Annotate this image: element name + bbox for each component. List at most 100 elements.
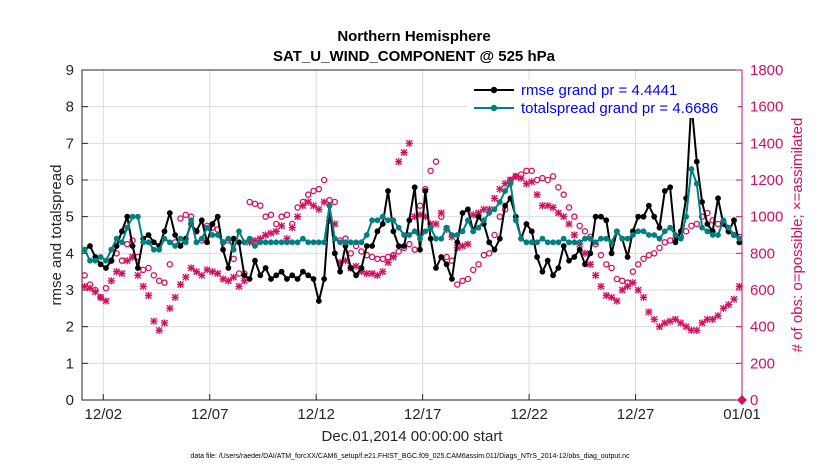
assimilated-obs-marker xyxy=(607,293,616,301)
assimilated-obs-marker xyxy=(544,202,552,210)
assimilated-obs-marker xyxy=(107,277,115,285)
rmse-point xyxy=(108,257,115,264)
assimilated-obs-marker xyxy=(144,291,153,300)
rmse-point xyxy=(273,272,280,279)
possible-obs-marker xyxy=(640,255,647,263)
obs-count-series xyxy=(81,139,747,405)
assimilated-obs-marker xyxy=(384,258,392,267)
y2-tick-label-1800: 1800 xyxy=(750,62,783,79)
totalspread-point xyxy=(236,228,242,235)
assimilated-obs-marker xyxy=(490,194,499,202)
rmse-point xyxy=(464,206,471,213)
assimilated-obs-marker xyxy=(400,148,408,157)
rmse-point xyxy=(496,235,503,242)
rmse-point xyxy=(363,243,370,249)
rmse-point xyxy=(246,276,253,282)
assimilated-obs-marker xyxy=(320,198,328,206)
y-tick-label-3: 3 xyxy=(66,282,74,299)
possible-obs-marker xyxy=(656,244,663,252)
possible-obs-marker xyxy=(278,213,285,220)
assimilated-obs-marker xyxy=(581,249,589,257)
rmse-point xyxy=(97,261,104,268)
totalspread-point xyxy=(385,217,391,224)
possible-obs-marker xyxy=(613,275,621,283)
possible-obs-marker xyxy=(81,272,88,279)
assimilated-obs-marker xyxy=(112,268,121,276)
rmse-point xyxy=(587,250,594,257)
rmse-point xyxy=(268,276,274,282)
possible-obs-marker xyxy=(102,284,110,292)
rmse-point xyxy=(624,254,631,260)
rmse-point xyxy=(379,221,386,227)
assimilated-obs-marker xyxy=(160,319,169,327)
totalspread-point xyxy=(566,239,572,246)
assimilated-obs-marker xyxy=(586,260,594,268)
totalspread-point xyxy=(480,217,487,224)
rmse-point xyxy=(502,202,509,209)
assimilated-obs-marker xyxy=(405,139,413,147)
assimilated-obs-marker xyxy=(171,293,179,301)
assimilated-obs-marker xyxy=(203,266,211,274)
totalspread-point xyxy=(129,213,136,220)
assimilated-obs-marker xyxy=(91,288,99,296)
legend-label-totalspread: totalspread grand pr = 4.6686 xyxy=(521,100,718,117)
rmse-point xyxy=(289,272,296,279)
rmse-point xyxy=(204,239,210,246)
totalspread-point xyxy=(661,228,668,235)
rmse-point xyxy=(358,265,365,271)
totalspread-point xyxy=(204,224,210,231)
assimilated-obs-marker xyxy=(682,323,690,331)
y-tick-label-4: 4 xyxy=(66,245,74,262)
assimilated-obs-marker xyxy=(240,277,248,285)
totalspread-point xyxy=(411,228,418,235)
y2-tick-label-0: 0 xyxy=(750,392,758,409)
possible-obs-marker xyxy=(331,198,339,206)
rmse-point xyxy=(667,184,674,191)
assimilated-obs-marker xyxy=(693,326,701,334)
possible-obs-marker xyxy=(491,231,498,239)
assimilated-obs-marker xyxy=(437,209,445,217)
possible-obs-marker xyxy=(166,261,174,268)
rmse-point xyxy=(645,202,652,209)
totalspread-point xyxy=(528,239,535,246)
rmse-point xyxy=(257,272,264,279)
x-tick-label-12-12: 12/12 xyxy=(297,406,335,423)
rmse-point xyxy=(566,257,572,264)
totalspread-point xyxy=(257,239,264,246)
totalspread-point xyxy=(464,217,471,224)
rmse-point xyxy=(550,272,556,279)
totalspread-point xyxy=(337,239,344,246)
possible-obs-marker xyxy=(416,202,424,209)
assimilated-obs-marker xyxy=(432,220,440,228)
assimilated-obs-marker xyxy=(655,323,664,331)
totalspread-point xyxy=(347,239,354,246)
totalspread-point xyxy=(592,239,599,246)
chart-title-line-1: Northern Hemisphere xyxy=(337,28,490,45)
assimilated-obs-marker xyxy=(522,180,531,188)
possible-obs-marker xyxy=(123,240,131,248)
rmse-point xyxy=(166,210,173,216)
rmse-point xyxy=(369,243,375,249)
assimilated-obs-marker xyxy=(719,304,727,312)
assimilated-obs-marker xyxy=(97,293,105,301)
totalspread-point xyxy=(326,202,333,209)
possible-obs-marker xyxy=(544,176,551,184)
possible-obs-marker xyxy=(469,266,477,274)
assimilated-obs-marker xyxy=(666,317,674,325)
possible-obs-marker xyxy=(310,187,317,195)
rmse-point xyxy=(124,213,131,220)
left-y-axis-ticks: 0 1 2 3 4 5 6 7 8 9 xyxy=(66,62,88,409)
rmse-point xyxy=(198,217,205,224)
assimilated-obs-marker xyxy=(592,271,600,279)
totalspread-point xyxy=(512,217,519,224)
rmse-point xyxy=(401,243,407,249)
rmse-point xyxy=(651,213,658,220)
rmse-point xyxy=(103,265,109,271)
rmse-point xyxy=(534,254,540,260)
rmse-point xyxy=(225,265,232,271)
rmse-point xyxy=(119,228,125,235)
assimilated-obs-marker xyxy=(549,203,557,212)
assimilated-obs-marker xyxy=(309,202,318,210)
possible-obs-marker xyxy=(368,253,376,261)
